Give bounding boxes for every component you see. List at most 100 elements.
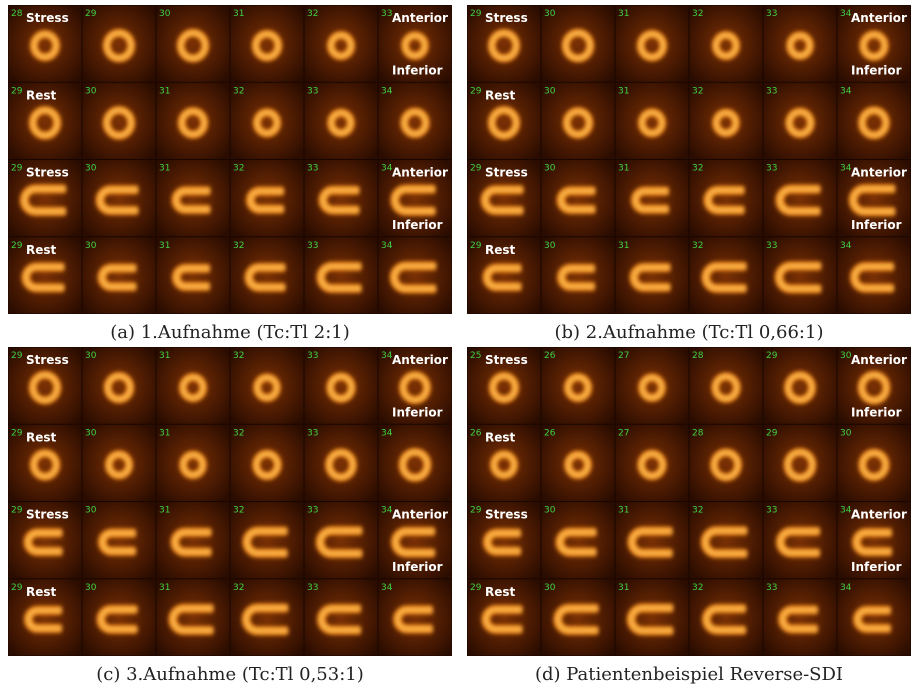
row-label: Stress (26, 11, 69, 25)
slice-number: 30 (840, 428, 852, 438)
slice-number: 33 (307, 506, 318, 516)
slice-number: 28 (692, 428, 704, 438)
slice-number: 27 (618, 428, 629, 438)
slice-number: 32 (233, 583, 244, 593)
scan-tile: 31 (157, 348, 230, 424)
slice-number: 31 (618, 241, 629, 251)
slice-number: 32 (692, 583, 703, 593)
row-label: Stress (26, 508, 69, 522)
slice-number: 31 (618, 9, 629, 19)
row-label: Stress (485, 166, 528, 180)
panel: 29Stress3031323334AnteriorInferior29Rest… (8, 347, 452, 656)
slice-number: 34 (381, 583, 393, 593)
slice-number: 30 (544, 506, 556, 516)
scan-tile: 29Rest (9, 237, 82, 313)
scan-tile: 30 (542, 6, 615, 82)
slice-number: 29 (11, 583, 23, 593)
slice-number: 28 (11, 9, 23, 19)
slice-number: 31 (159, 241, 170, 251)
slice-number: 29 (11, 506, 23, 516)
slice-number: 34 (381, 351, 393, 361)
slice-number: 34 (840, 86, 852, 96)
scan-tile: 32 (690, 83, 763, 159)
scan-tile: 32 (690, 6, 763, 82)
scan-tile: 29Stress (468, 502, 541, 578)
orientation-top: Anterior (851, 166, 907, 180)
slice-number: 29 (470, 506, 482, 516)
scan-tile: 31 (157, 83, 230, 159)
scan-tile: 26 (542, 348, 615, 424)
scan-tile: 33 (764, 6, 837, 82)
slice-number: 33 (766, 86, 777, 96)
panel-caption: (a) 1.Aufnahme (Tc:Tl 2:1) (110, 322, 350, 343)
scan-tile: 33 (764, 237, 837, 313)
slice-number: 33 (307, 241, 318, 251)
slice-number: 31 (159, 428, 170, 438)
scan-tile: 33 (305, 237, 378, 313)
scan-tile: 32 (231, 502, 304, 578)
slice-number: 32 (233, 351, 244, 361)
slice-number: 34 (840, 506, 852, 516)
scan-tile: 34 (379, 425, 452, 501)
scan-tile: 31 (616, 160, 689, 236)
scan-tile: 30AnteriorInferior (838, 348, 911, 424)
scan-tile: 33AnteriorInferior (379, 6, 452, 82)
row-label: Stress (485, 508, 528, 522)
scan-tile: 32 (690, 502, 763, 578)
row-label: Rest (485, 88, 516, 102)
orientation-top: Anterior (392, 166, 448, 180)
slice-number: 29 (766, 351, 778, 361)
scan-tile: 33 (305, 348, 378, 424)
row-label: Stress (485, 11, 528, 25)
slice-number: 30 (85, 351, 97, 361)
scan-tile: 33 (764, 83, 837, 159)
panel-caption: (c) 3.Aufnahme (Tc:Tl 0,53:1) (96, 664, 364, 685)
slice-number: 29 (470, 86, 482, 96)
orientation-bottom: Inferior (392, 218, 443, 232)
scan-tile: 31 (231, 6, 304, 82)
slice-number: 26 (544, 351, 556, 361)
panel: 29Stress3031323334AnteriorInferior29Rest… (467, 5, 911, 314)
panel-caption: (d) Patientenbeispiel Reverse-SDI (535, 664, 843, 685)
slice-number: 30 (544, 9, 556, 19)
orientation-top: Anterior (851, 353, 907, 367)
scan-tile: 30 (542, 579, 615, 655)
scan-tile: 30 (83, 237, 156, 313)
slice-number: 30 (85, 241, 97, 251)
slice-number: 33 (307, 428, 318, 438)
orientation-bottom: Inferior (851, 560, 902, 574)
scan-tile: 34 (379, 237, 452, 313)
scan-tile: 30 (542, 237, 615, 313)
slice-number: 31 (618, 506, 629, 516)
scan-tile: 34AnteriorInferior (379, 348, 452, 424)
slice-number: 34 (381, 428, 393, 438)
slice-number: 32 (233, 506, 244, 516)
scan-tile: 29Rest (468, 237, 541, 313)
slice-number: 29 (11, 86, 23, 96)
scan-tile: 31 (157, 237, 230, 313)
orientation-top: Anterior (851, 508, 907, 522)
scan-tile: 34 (838, 237, 911, 313)
slice-number: 33 (307, 351, 318, 361)
slice-number: 31 (159, 506, 170, 516)
scan-tile: 29Stress (468, 160, 541, 236)
scan-tile: 25Stress (468, 348, 541, 424)
slice-number: 32 (233, 164, 244, 174)
scan-tile: 29Rest (468, 83, 541, 159)
slice-number: 32 (307, 9, 318, 19)
slice-number: 31 (618, 164, 629, 174)
scan-tile: 30 (83, 160, 156, 236)
slice-number: 29 (11, 428, 23, 438)
slice-number: 25 (470, 351, 481, 361)
scan-tile: 32 (231, 579, 304, 655)
slice-number: 29 (470, 9, 482, 19)
slice-number: 33 (307, 86, 318, 96)
slice-number: 30 (544, 583, 556, 593)
orientation-bottom: Inferior (392, 63, 443, 77)
scan-tile: 32 (231, 348, 304, 424)
scan-tile: 33 (305, 579, 378, 655)
orientation-bottom: Inferior (392, 405, 443, 419)
slice-number: 32 (692, 241, 703, 251)
